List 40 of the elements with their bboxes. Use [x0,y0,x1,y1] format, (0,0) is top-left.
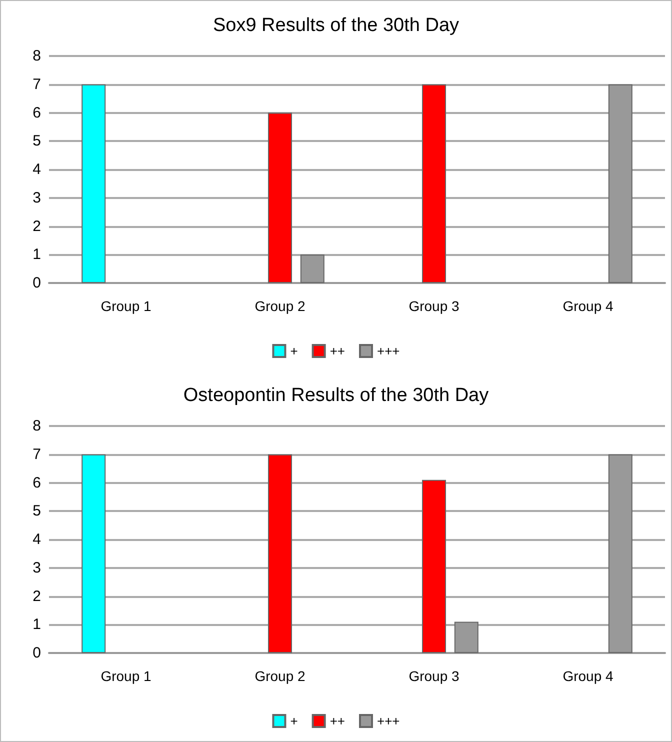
y-tick-label: 3 [32,559,41,576]
y-tick-label: 2 [32,588,41,605]
x-tick-label: Group 2 [254,298,306,314]
chart-title: Osteopontin Results of the 30th Day [183,385,490,406]
legend-label: ++ [330,714,346,728]
y-tick-label: 7 [32,76,41,93]
y-tick-label: 6 [32,104,41,122]
x-tick-label: Group 3 [408,298,460,314]
legend-label: +++ [377,714,400,728]
bar [422,480,446,653]
y-tick-label: 4 [32,161,41,178]
y-tick-label: 7 [32,446,41,463]
y-tick-label: 0 [32,644,41,662]
y-tick-label: 8 [32,418,41,434]
x-tick-label: Group 3 [408,668,460,684]
x-tick-label: Group 4 [562,298,614,314]
x-tick-label: Group 1 [100,298,152,314]
x-tick-label: Group 2 [254,668,306,684]
y-tick-label: 8 [32,48,41,64]
x-tick-label: Group 1 [100,668,152,684]
x-tick-label: Group 4 [562,668,614,684]
legend-label: ++ [330,344,346,358]
y-tick-label: 1 [32,616,41,634]
bar [422,84,446,283]
legend-label: + [290,344,298,358]
legend-label: +++ [377,344,400,358]
y-tick-label: 5 [32,502,41,520]
chart-title: Sox9 Results of the 30th Day [212,15,460,36]
y-tick-label: 1 [32,246,41,264]
bar [82,454,106,653]
bar [82,84,106,283]
y-tick-label: 5 [32,132,41,150]
y-tick-label: 3 [32,189,41,206]
y-tick-label: 2 [32,218,41,235]
y-tick-label: 0 [32,274,41,292]
y-tick-label: 4 [32,531,41,548]
bar [268,112,292,283]
y-tick-label: 6 [32,474,41,492]
legend-label: + [290,714,298,728]
bar [268,454,292,653]
